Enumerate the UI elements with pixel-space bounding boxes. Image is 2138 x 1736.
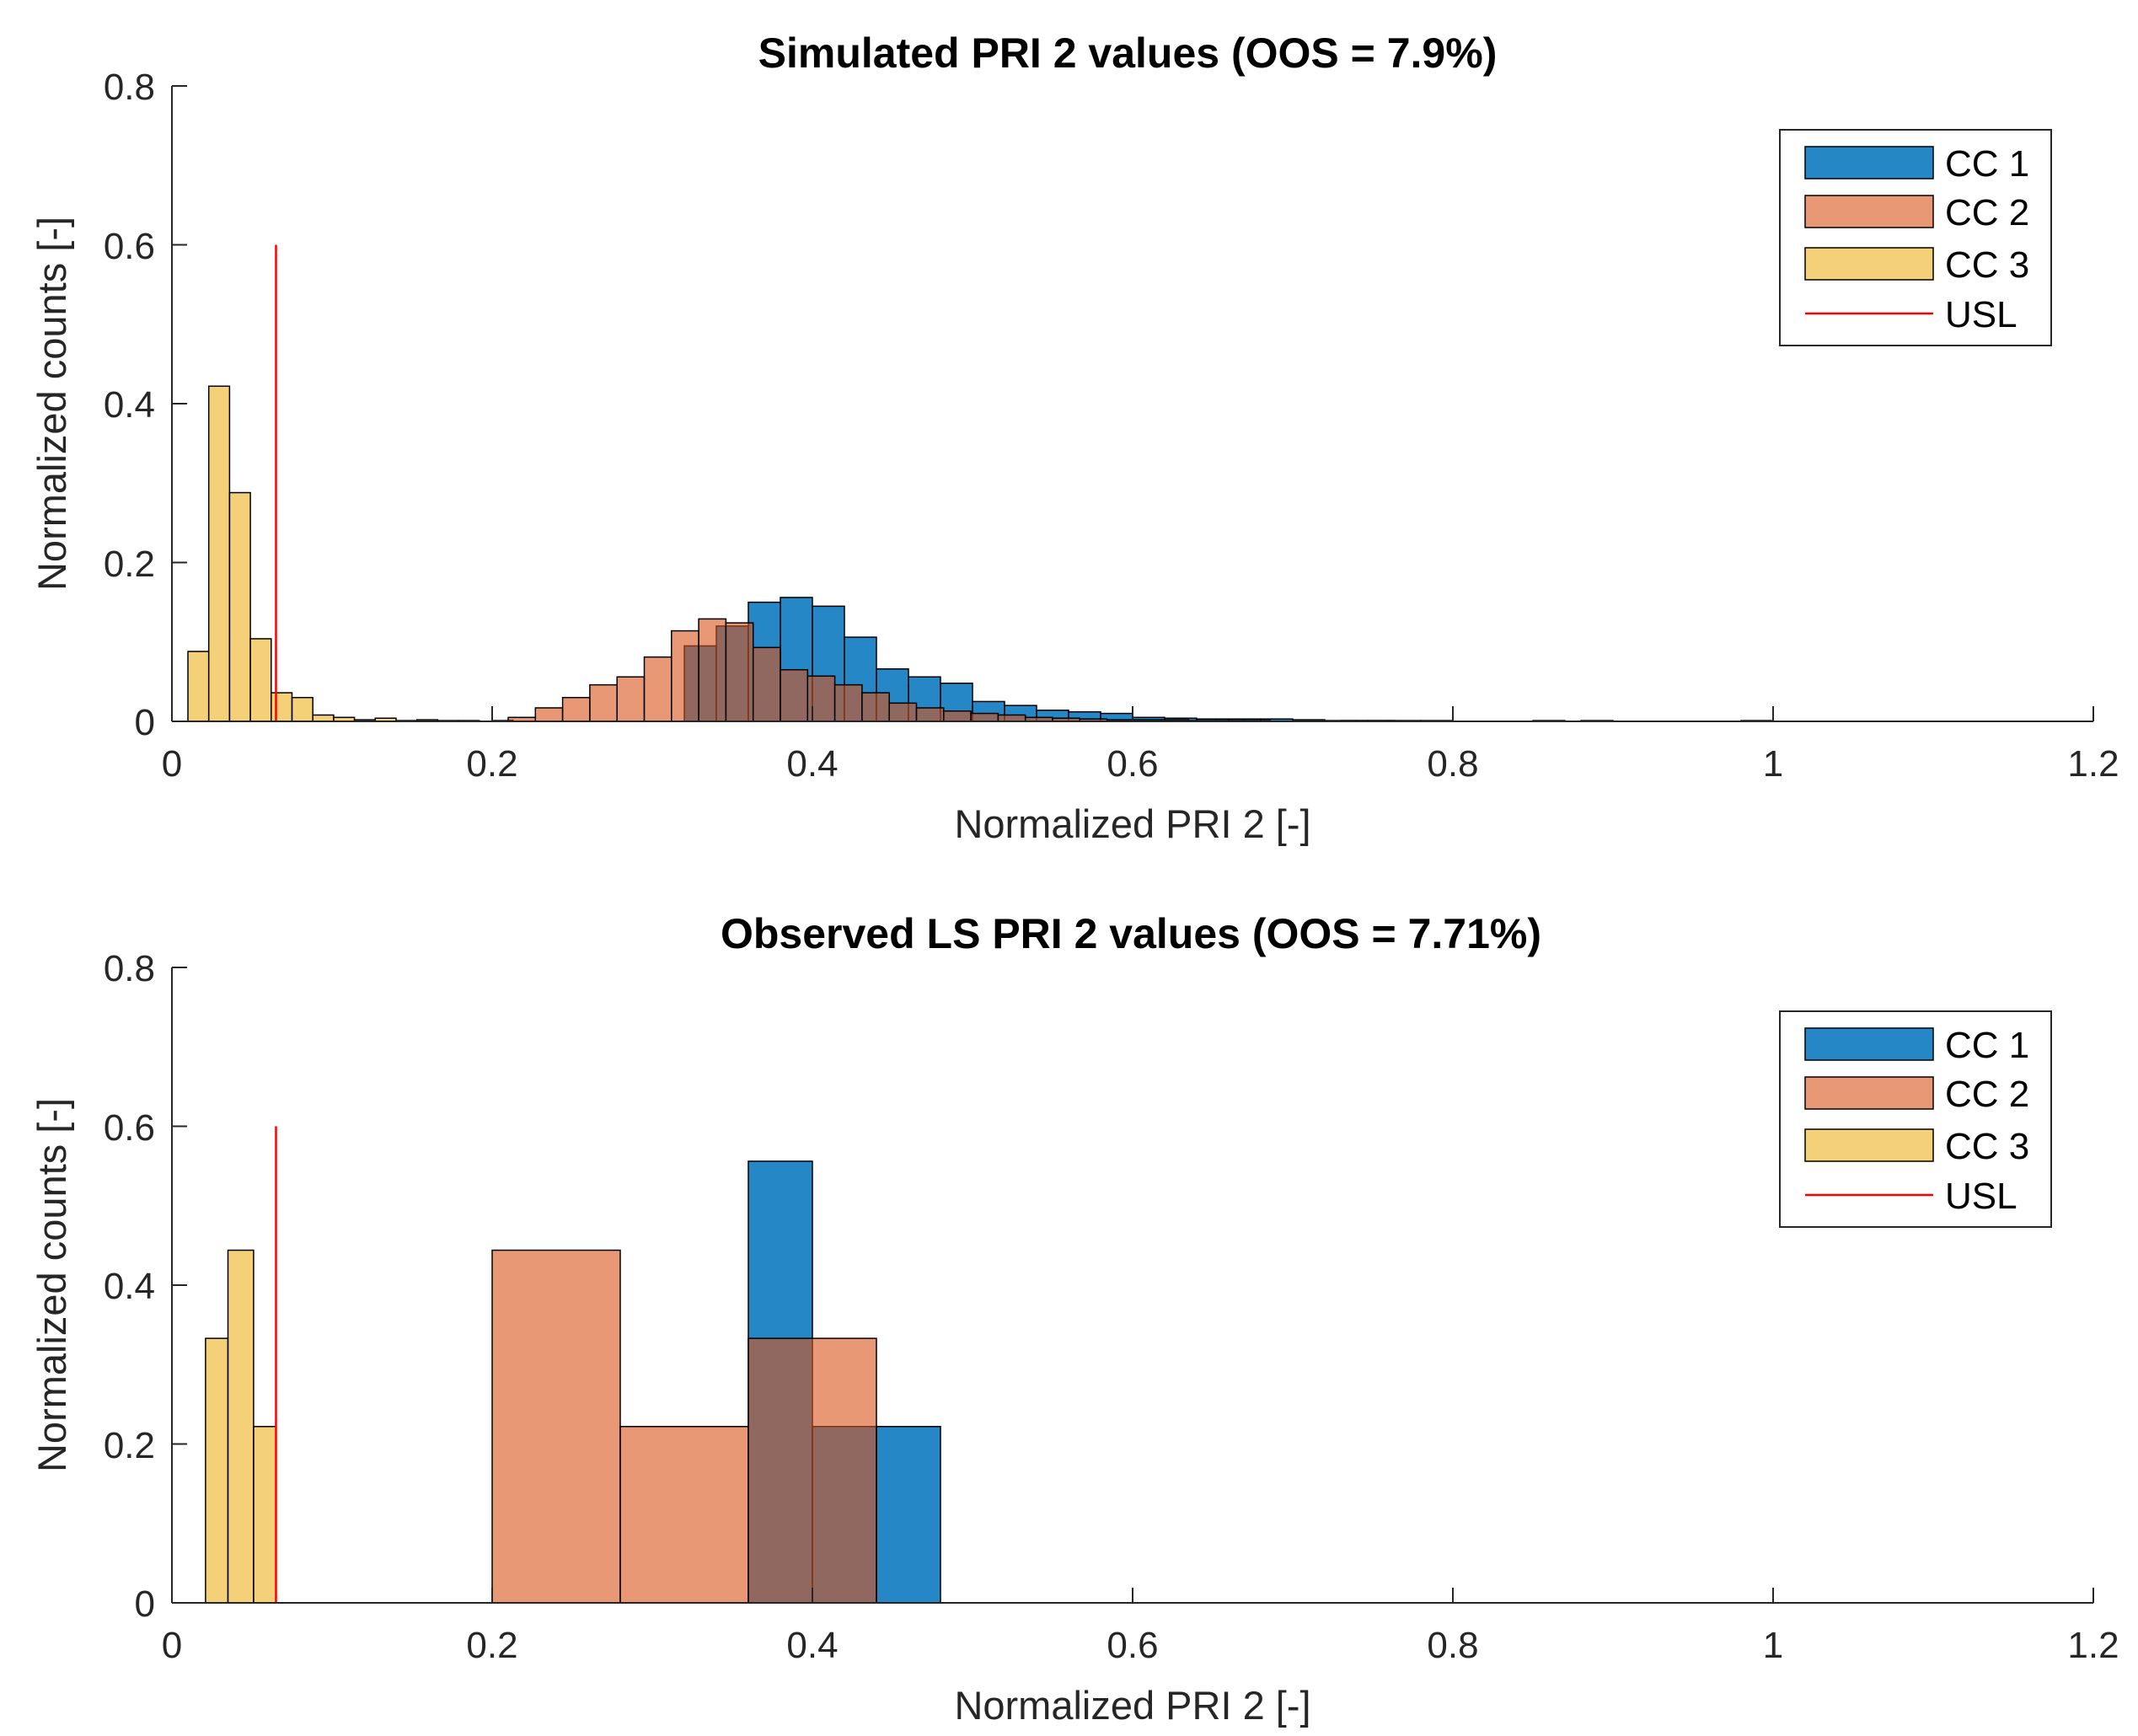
x-tick-label: 1: [1763, 1625, 1783, 1666]
bar-cc2: [616, 676, 646, 722]
bar-cc2: [861, 692, 890, 722]
y-tick-label: 0: [135, 702, 155, 743]
bar-cc2: [943, 710, 972, 722]
bar-cc2: [698, 618, 727, 722]
legend-swatch-cc2: [1804, 1076, 1934, 1110]
legend-label: CC 3: [1945, 244, 2029, 286]
bar-cc3: [271, 692, 293, 722]
bar-cc2: [619, 1426, 749, 1604]
x-tick-labels: 0 0.2 0.4 0.6 0.8 1 1.2: [162, 1625, 2119, 1666]
x-tick-labels: 0 0.2 0.4 0.6 0.8 1 1.2: [162, 743, 2119, 785]
legend-label: CC 3: [1945, 1126, 2029, 1167]
bar-cc2: [747, 1337, 877, 1604]
y-tick-label: 0.4: [104, 1266, 155, 1307]
y-tick-label: 0.4: [104, 384, 155, 426]
x-tick-label: 0.2: [466, 1625, 517, 1666]
y-axis-label: Normalized counts [-]: [29, 217, 74, 591]
y-tick-label: 0.6: [104, 1107, 155, 1149]
bar-cc2: [671, 630, 699, 722]
chart-title: Simulated PRI 2 values (OOS = 7.9%): [758, 29, 1498, 77]
x-axis-label: Normalized PRI 2 [-]: [954, 801, 1310, 846]
bar-cc2: [888, 702, 918, 722]
legend-swatch-cc3: [1804, 247, 1934, 281]
legend-label: CC 1: [1945, 143, 2029, 185]
y-tick-label: 0.8: [104, 948, 155, 989]
bar-cc3: [187, 651, 210, 722]
bar-cc2: [534, 707, 564, 722]
x-tick-label: 0.6: [1107, 743, 1158, 785]
y-tick-label: 0.2: [104, 544, 155, 585]
bar-cc2: [833, 683, 863, 722]
bar-cc2: [997, 714, 1026, 722]
legend-label: USL: [1945, 294, 2017, 335]
bar-cc2: [915, 707, 945, 722]
y-tick-label: 0.8: [104, 67, 155, 108]
x-tick-label: 1: [1763, 743, 1783, 785]
chart-observed: Observed LS PRI 2 values (OOS = 7.71%) 0…: [29, 910, 2119, 1728]
x-tick-label: 0.4: [786, 1625, 838, 1666]
bars-group: [187, 385, 1774, 722]
legend-swatch-cc1: [1804, 146, 1934, 179]
x-axis-label: Normalized PRI 2 [-]: [954, 1683, 1310, 1728]
y-tick-label: 0: [135, 1583, 155, 1625]
bar-cc3: [205, 1337, 229, 1604]
legend-label: CC 2: [1945, 192, 2029, 233]
x-tick-label: 0.8: [1427, 1625, 1478, 1666]
bar-cc3: [249, 638, 272, 722]
x-tick-label: 0.8: [1427, 743, 1478, 785]
legend-swatch-cc3: [1804, 1128, 1934, 1162]
legend: CC 1 CC 2 CC 3 USL: [1779, 1010, 2052, 1228]
bars-group: [205, 1160, 941, 1604]
bar-cc2: [643, 656, 672, 722]
x-tick-label: 1.2: [2067, 743, 2119, 785]
bar-cc3: [227, 1249, 255, 1604]
bar-cc3: [291, 696, 313, 722]
y-tick-label: 0.2: [104, 1425, 155, 1466]
y-tick-labels: 0 0.2 0.4 0.6 0.8: [104, 67, 155, 743]
bar-cc2: [970, 712, 999, 722]
bar-cc3: [228, 491, 251, 722]
y-axis-label: Normalized counts [-]: [29, 1098, 74, 1472]
legend-label: CC 2: [1945, 1074, 2029, 1115]
bar-cc3: [312, 714, 335, 722]
legend: CC 1 CC 2 CC 3 USL: [1779, 129, 2052, 346]
ticks-group: [171, 85, 2094, 722]
x-tick-label: 1.2: [2067, 1625, 2119, 1666]
x-tick-label: 0: [162, 743, 182, 785]
y-tick-labels: 0 0.2 0.4 0.6 0.8: [104, 948, 155, 1625]
bar-cc1: [876, 1426, 941, 1604]
legend-swatch-cc2: [1804, 195, 1934, 228]
bar-cc2: [752, 646, 781, 722]
legend-swatch-cc1: [1804, 1027, 1934, 1061]
ticks-group: [171, 967, 2094, 1604]
chart-simulated: Simulated PRI 2 values (OOS = 7.9%) 0 0.…: [29, 29, 2119, 846]
bar-cc2: [725, 622, 754, 722]
x-tick-label: 0.6: [1107, 1625, 1158, 1666]
legend-label: USL: [1945, 1176, 2017, 1217]
bar-cc3: [253, 1426, 277, 1604]
bar-cc2: [589, 683, 618, 722]
bar-cc2: [561, 696, 591, 722]
x-tick-label: 0.4: [786, 743, 838, 785]
bar-cc3: [207, 385, 231, 722]
chart-title: Observed LS PRI 2 values (OOS = 7.71%): [721, 910, 1541, 957]
bar-cc2: [780, 668, 809, 722]
bar-cc2: [491, 1249, 621, 1604]
legend-label: CC 1: [1945, 1025, 2029, 1066]
y-tick-label: 0.6: [104, 226, 155, 267]
x-tick-label: 0: [162, 1625, 182, 1666]
x-tick-label: 0.2: [466, 743, 517, 785]
